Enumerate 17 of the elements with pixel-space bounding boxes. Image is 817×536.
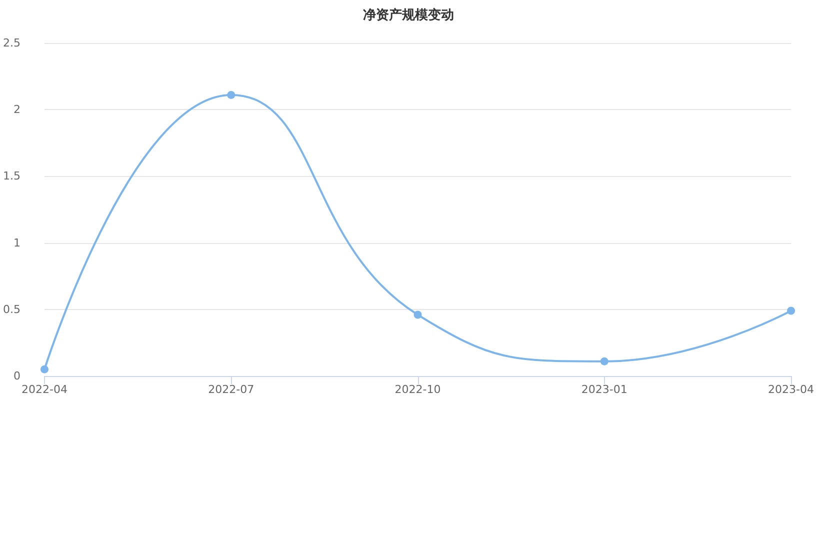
x-tick-label: 2022-07 bbox=[208, 383, 254, 396]
point bbox=[40, 365, 48, 374]
chart-title: 净资产规模变动 bbox=[363, 7, 454, 23]
y-tick-label: 0 bbox=[13, 370, 20, 382]
y-tick-label: 1 bbox=[13, 236, 20, 250]
y-tick-label: 1.5 bbox=[2, 170, 20, 183]
y-tick-label: 2.5 bbox=[2, 36, 20, 50]
x-tick-label: 2022-10 bbox=[394, 383, 441, 396]
y-tick-label: 2 bbox=[13, 103, 20, 116]
point bbox=[787, 306, 796, 315]
x-tick-label: 2023-01 bbox=[581, 383, 628, 396]
y-tick-label: 0.5 bbox=[2, 302, 20, 316]
point bbox=[227, 90, 236, 99]
x-tick-label: 2023-04 bbox=[768, 383, 814, 396]
point bbox=[600, 357, 608, 366]
point bbox=[414, 310, 422, 319]
x-tick-label: 2022-04 bbox=[22, 383, 68, 396]
